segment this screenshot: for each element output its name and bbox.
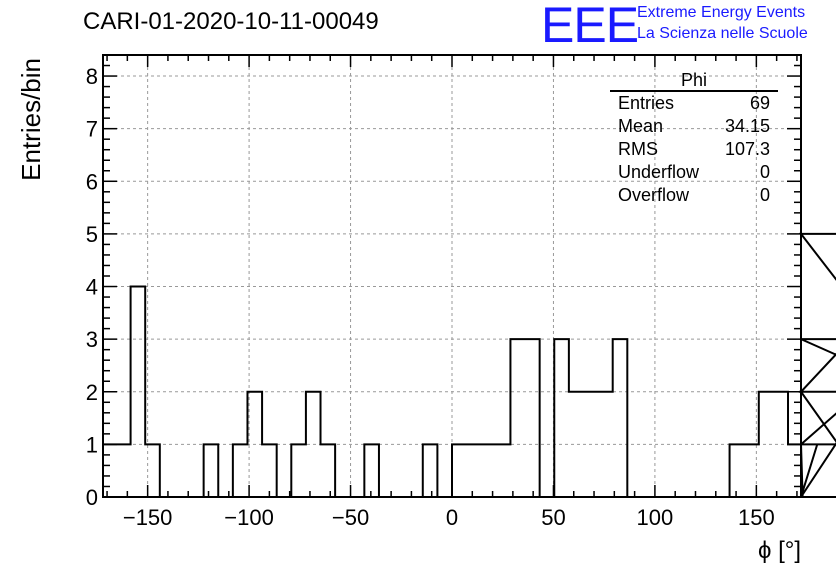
stats-row-overflow: Overflow 0 <box>610 184 778 207</box>
y-tick-labels: 0 1 2 3 4 5 6 7 8 <box>86 64 98 510</box>
x-axis-label: ϕ [°] <box>758 537 801 564</box>
run-title: CARI-01-2020-10-11-00049 <box>83 8 379 35</box>
axis-ticks <box>103 55 801 498</box>
eee-logo-line1: Extreme Energy Events <box>637 4 806 21</box>
stats-label: Overflow <box>618 185 690 205</box>
y-tick-label: 6 <box>86 169 98 194</box>
stats-title: Phi <box>610 70 778 92</box>
stats-value: 34.15 <box>724 116 770 136</box>
eee-logo-line2: La Scienza nelle Scuole <box>637 25 808 42</box>
stats-value: 69 <box>749 93 770 113</box>
stats-row-mean: Mean 34.15 <box>610 115 778 138</box>
stats-label: Underflow <box>618 162 700 182</box>
x-tick-label: 50 <box>541 505 565 530</box>
x-tick-label: −150 <box>123 505 173 530</box>
y-tick-label: 7 <box>86 117 98 142</box>
y-tick-label: 5 <box>86 222 98 247</box>
stats-value: 0 <box>759 162 770 182</box>
histogram-step-line <box>102 232 836 498</box>
x-tick-labels: −150 −100 −50 0 50 100 150 <box>123 505 775 530</box>
y-tick-label: 3 <box>86 327 98 352</box>
y-tick-label: 0 <box>86 485 98 510</box>
x-tick-label: −50 <box>332 505 369 530</box>
x-tick-label: 0 <box>446 505 458 530</box>
y-tick-label: 4 <box>86 275 98 300</box>
y-tick-label: 1 <box>86 432 98 457</box>
eee-logo-mark: EEE <box>541 0 639 53</box>
stats-row-rms: RMS 107.3 <box>610 138 778 161</box>
stats-label: Mean <box>618 116 664 136</box>
y-tick-label: 8 <box>86 64 98 89</box>
stats-row-entries: Entries 69 <box>610 92 778 115</box>
stats-label: RMS <box>618 139 658 159</box>
x-tick-label: 100 <box>637 505 674 530</box>
x-tick-label: −100 <box>224 505 274 530</box>
stats-box: Phi Entries 69 Mean 34.15 RMS 107.3 Unde… <box>610 70 778 207</box>
stats-label: Entries <box>618 93 675 113</box>
y-axis-label: Entries/bin <box>16 58 46 181</box>
stats-row-underflow: Underflow 0 <box>610 161 778 184</box>
y-tick-label: 2 <box>86 380 98 405</box>
stats-value: 0 <box>759 185 770 205</box>
stats-value: 107.3 <box>724 139 770 159</box>
x-tick-label: 150 <box>738 505 775 530</box>
